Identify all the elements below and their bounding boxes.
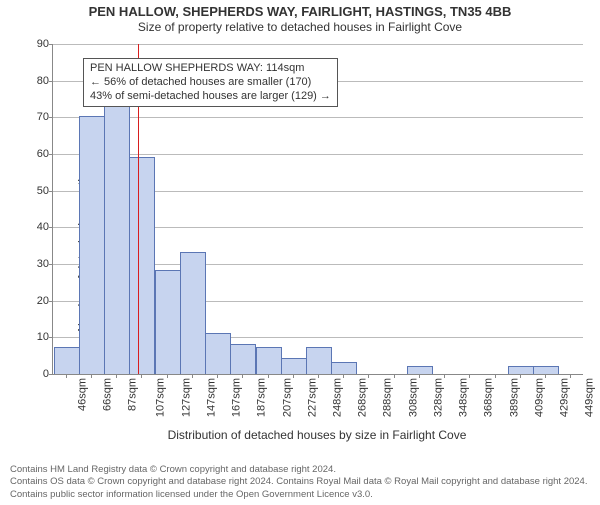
xtick-mark xyxy=(520,374,521,378)
bar xyxy=(306,347,332,374)
xtick-mark xyxy=(268,374,269,378)
xtick-mark xyxy=(66,374,67,378)
plot-region: 010203040506070809046sqm66sqm87sqm107sqm… xyxy=(52,44,583,375)
bar xyxy=(230,344,256,374)
bar xyxy=(508,366,534,374)
xtick-mark xyxy=(242,374,243,378)
footer-line: Contains public sector information licen… xyxy=(10,489,590,501)
bar xyxy=(407,366,433,374)
bar xyxy=(180,252,206,374)
bar xyxy=(331,362,357,374)
xtick-mark xyxy=(91,374,92,378)
xtick-mark xyxy=(318,374,319,378)
xtick-label: 127sqm xyxy=(180,378,192,417)
xtick-label: 87sqm xyxy=(127,378,139,411)
xtick-label: 328sqm xyxy=(433,378,445,417)
xtick-mark xyxy=(419,374,420,378)
xtick-mark xyxy=(469,374,470,378)
xtick-mark xyxy=(444,374,445,378)
ytick-label: 50 xyxy=(37,185,53,197)
xtick-mark xyxy=(192,374,193,378)
ytick-label: 20 xyxy=(37,295,53,307)
ytick-label: 80 xyxy=(37,75,53,87)
bar xyxy=(129,157,155,374)
xtick-label: 429sqm xyxy=(559,378,571,417)
bar xyxy=(281,358,307,374)
bar xyxy=(54,347,80,374)
main-title: PEN HALLOW, SHEPHERDS WAY, FAIRLIGHT, HA… xyxy=(0,4,600,19)
xtick-label: 187sqm xyxy=(256,378,268,417)
xtick-label: 167sqm xyxy=(231,378,243,417)
xtick-label: 207sqm xyxy=(281,378,293,417)
ytick-label: 90 xyxy=(37,38,53,50)
xtick-label: 449sqm xyxy=(584,378,596,417)
bar xyxy=(256,347,282,374)
x-axis-caption: Distribution of detached houses by size … xyxy=(52,428,582,442)
xtick-label: 227sqm xyxy=(306,378,318,417)
xtick-mark xyxy=(570,374,571,378)
xtick-label: 147sqm xyxy=(205,378,217,417)
xtick-mark xyxy=(116,374,117,378)
xtick-label: 308sqm xyxy=(407,378,419,417)
xtick-mark xyxy=(141,374,142,378)
annotation-line: ← 56% of detached houses are smaller (17… xyxy=(90,76,331,90)
xtick-mark xyxy=(293,374,294,378)
xtick-label: 268sqm xyxy=(357,378,369,417)
xtick-label: 46sqm xyxy=(76,378,88,411)
xtick-label: 368sqm xyxy=(483,378,495,417)
xtick-mark xyxy=(167,374,168,378)
xtick-label: 389sqm xyxy=(508,378,520,417)
xtick-label: 107sqm xyxy=(155,378,167,417)
bar xyxy=(104,98,130,374)
annotation-box: PEN HALLOW SHEPHERDS WAY: 114sqm← 56% of… xyxy=(83,58,338,107)
footer-attribution: Contains HM Land Registry data © Crown c… xyxy=(0,464,600,505)
xtick-mark xyxy=(394,374,395,378)
footer-line: Contains OS data © Crown copyright and d… xyxy=(10,476,590,488)
xtick-label: 248sqm xyxy=(332,378,344,417)
subtitle: Size of property relative to detached ho… xyxy=(0,20,600,34)
ytick-label: 40 xyxy=(37,221,53,233)
bar xyxy=(155,270,181,374)
ytick-label: 10 xyxy=(37,331,53,343)
ytick-label: 30 xyxy=(37,258,53,270)
bar xyxy=(79,116,105,374)
xtick-mark xyxy=(343,374,344,378)
ytick-label: 0 xyxy=(43,368,53,380)
bar xyxy=(533,366,559,374)
xtick-mark xyxy=(217,374,218,378)
xtick-label: 348sqm xyxy=(458,378,470,417)
xtick-label: 409sqm xyxy=(533,378,545,417)
footer-line: Contains HM Land Registry data © Crown c… xyxy=(10,464,590,476)
annotation-line: 43% of semi-detached houses are larger (… xyxy=(90,90,331,104)
xtick-label: 288sqm xyxy=(382,378,394,417)
xtick-label: 66sqm xyxy=(101,378,113,411)
bar xyxy=(205,333,231,374)
xtick-mark xyxy=(368,374,369,378)
xtick-mark xyxy=(545,374,546,378)
xtick-mark xyxy=(495,374,496,378)
ytick-label: 60 xyxy=(37,148,53,160)
ytick-label: 70 xyxy=(37,111,53,123)
chart-area: Number of detached properties 0102030405… xyxy=(0,34,600,464)
annotation-line: PEN HALLOW SHEPHERDS WAY: 114sqm xyxy=(90,62,331,76)
